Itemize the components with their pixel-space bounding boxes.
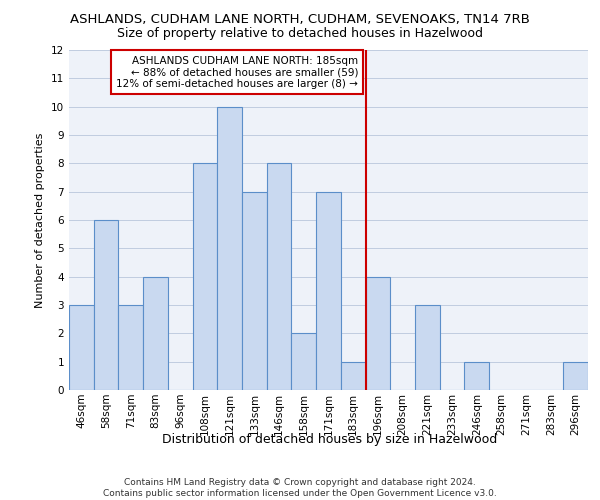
Bar	[118, 305, 143, 390]
Bar	[563, 362, 588, 390]
Bar	[69, 305, 94, 390]
Bar	[217, 106, 242, 390]
Bar	[415, 305, 440, 390]
Bar	[365, 276, 390, 390]
Bar	[143, 276, 168, 390]
Bar	[193, 164, 217, 390]
Text: Size of property relative to detached houses in Hazelwood: Size of property relative to detached ho…	[117, 28, 483, 40]
Text: Contains HM Land Registry data © Crown copyright and database right 2024.
Contai: Contains HM Land Registry data © Crown c…	[103, 478, 497, 498]
Bar	[464, 362, 489, 390]
Text: ASHLANDS CUDHAM LANE NORTH: 185sqm
← 88% of detached houses are smaller (59)
12%: ASHLANDS CUDHAM LANE NORTH: 185sqm ← 88%…	[116, 56, 358, 89]
Bar	[341, 362, 365, 390]
Y-axis label: Number of detached properties: Number of detached properties	[35, 132, 46, 308]
Text: ASHLANDS, CUDHAM LANE NORTH, CUDHAM, SEVENOAKS, TN14 7RB: ASHLANDS, CUDHAM LANE NORTH, CUDHAM, SEV…	[70, 12, 530, 26]
Bar	[267, 164, 292, 390]
Text: Distribution of detached houses by size in Hazelwood: Distribution of detached houses by size …	[163, 432, 497, 446]
Bar	[242, 192, 267, 390]
Bar	[316, 192, 341, 390]
Bar	[94, 220, 118, 390]
Bar	[292, 334, 316, 390]
